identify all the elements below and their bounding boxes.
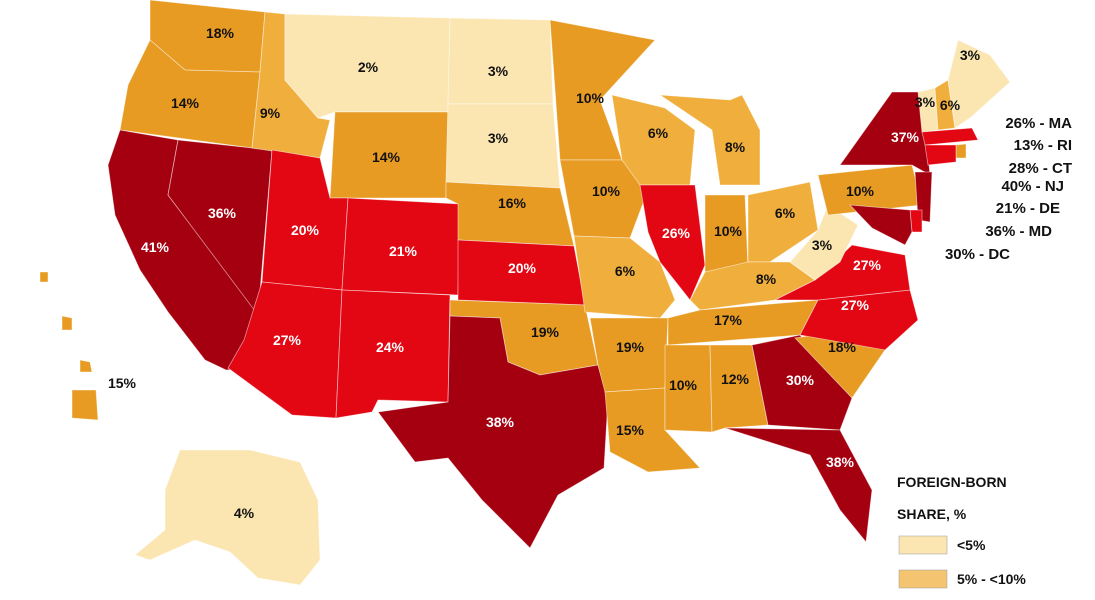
state-ma [921, 127, 979, 146]
state-label-mi: 8% [725, 139, 746, 155]
state-ga [751, 334, 853, 431]
callout-label: 40% - NJ [1001, 178, 1064, 195]
state-label-mo: 6% [615, 263, 636, 279]
state-label-mt: 2% [358, 59, 379, 75]
state-label-vt: 3% [915, 94, 936, 110]
state-label-ky: 8% [756, 271, 777, 287]
state-label-wv: 3% [812, 237, 833, 253]
state-oh [747, 181, 819, 263]
callout-label: 36% - MD [985, 223, 1052, 240]
callout-label: 13% - RI [1014, 137, 1072, 154]
state-ri [955, 143, 967, 159]
state-fl [724, 427, 873, 543]
state-label-nh: 6% [940, 97, 961, 113]
state-label-nm: 24% [376, 339, 405, 355]
state-label-sc: 18% [828, 339, 857, 355]
state-label-az: 27% [273, 332, 302, 348]
legend-label-lt5: <5% [957, 537, 986, 553]
legend-swatch-lt5 [898, 535, 948, 555]
state-label-or: 14% [171, 95, 200, 111]
state-label-nv: 36% [208, 205, 237, 221]
state-label-wa: 18% [206, 25, 235, 41]
map-legend: FOREIGN-BORN SHARE, % <5% 5% - <10% [897, 474, 1026, 589]
state-label-la: 15% [616, 422, 645, 438]
state-label-tx: 38% [486, 414, 515, 430]
state-ak [134, 449, 321, 586]
state-label-wi: 6% [648, 125, 669, 141]
state-label-il: 26% [662, 225, 691, 241]
state-md [848, 204, 913, 246]
state-label-ak: 4% [234, 505, 255, 521]
state-label-ca: 41% [141, 239, 170, 255]
state-label-ny: 37% [891, 129, 920, 145]
state-label-wy: 14% [372, 149, 401, 165]
state-label-ar: 19% [616, 339, 645, 355]
legend-title-line2: SHARE, % [897, 506, 967, 522]
state-label-ut: 20% [291, 222, 320, 238]
state-label-fl: 38% [826, 454, 855, 470]
state-nj [914, 171, 933, 223]
state-label-ks: 20% [508, 260, 537, 276]
state-mn [549, 19, 656, 161]
state-label-ia: 10% [592, 183, 621, 199]
state-label-mn: 10% [576, 90, 605, 106]
state-label-ms: 10% [669, 377, 698, 393]
state-label-ok: 19% [531, 324, 560, 340]
state-label-al: 12% [721, 371, 750, 387]
state-mi [658, 94, 761, 186]
state-label-ga: 30% [786, 372, 815, 388]
state-ne [445, 181, 575, 247]
state-ia [559, 159, 649, 239]
callout-label: 21% - DE [996, 200, 1060, 217]
state-label-id: 9% [260, 105, 281, 121]
state-mo [573, 235, 676, 319]
state-sd [445, 103, 561, 189]
state-label-me: 3% [960, 47, 981, 63]
state-label-sd: 3% [488, 130, 509, 146]
state-ct [924, 144, 957, 166]
state-tx [377, 315, 609, 549]
state-label-ne: 16% [498, 195, 527, 211]
state-label-nc: 27% [841, 297, 870, 313]
state-label-pa: 10% [846, 183, 875, 199]
state-label-in: 10% [714, 223, 743, 239]
state-nd [447, 17, 554, 105]
state-wv [789, 204, 859, 281]
callout-label: 30% - DC [945, 246, 1010, 263]
states-layer [39, 0, 1011, 586]
state-hi [39, 271, 99, 421]
state-labels-layer: 18% 14% 41% 36% 9% 2% 14% 20% 27% 21% 24% 3% 3% 16% 20… [108, 25, 981, 521]
legend-swatch-5to10 [898, 569, 948, 589]
callout-label: 26% - MA [1005, 115, 1072, 132]
state-label-va: 27% [853, 257, 882, 273]
state-al [709, 344, 769, 433]
state-label-oh: 6% [775, 205, 796, 221]
state-nm [335, 289, 451, 419]
legend-title-line1: FOREIGN-BORN [897, 474, 1007, 490]
legend-label-5to10: 5% - <10% [957, 571, 1026, 587]
state-me [947, 39, 1011, 129]
state-label-nd: 3% [488, 63, 509, 79]
state-label-hi: 15% [108, 375, 137, 391]
state-label-co: 21% [389, 243, 418, 259]
callout-label: 28% - CT [1009, 160, 1072, 177]
state-nc [799, 289, 919, 351]
state-label-tn: 17% [714, 312, 743, 328]
